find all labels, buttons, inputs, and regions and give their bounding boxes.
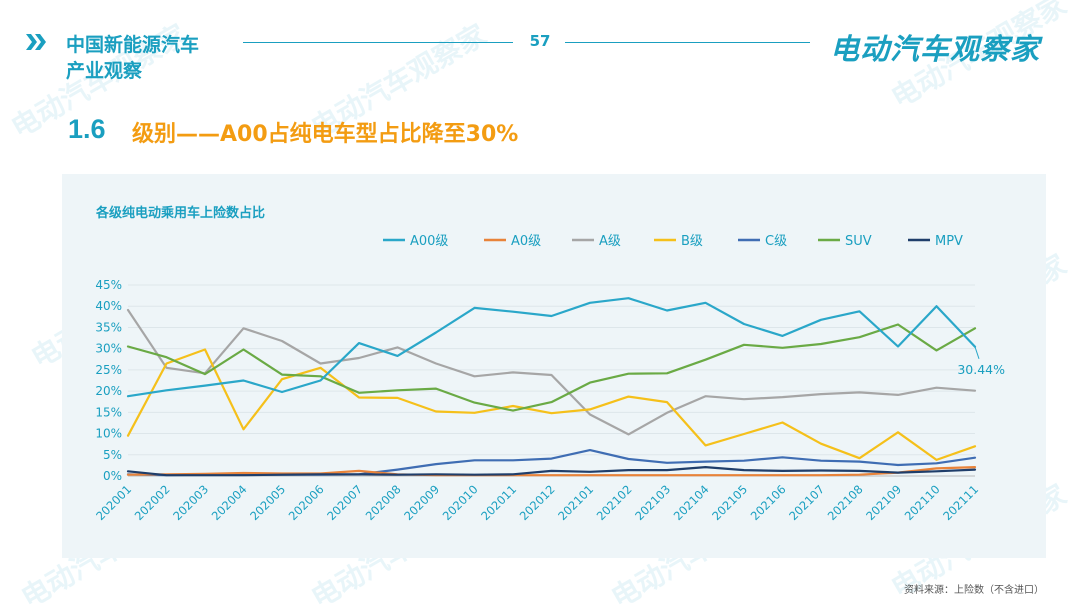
- x-tick-label: 202008: [363, 482, 404, 523]
- page-number: 57: [529, 32, 551, 50]
- x-tick-label: 202104: [671, 482, 712, 523]
- annotation-label: 30.44%: [957, 362, 1005, 377]
- x-tick-label: 202006: [286, 482, 327, 523]
- x-tick-label: 202102: [594, 482, 635, 523]
- x-tick-label: 202001: [93, 482, 134, 523]
- y-tick-label: 5%: [103, 448, 122, 462]
- x-tick-label: 202103: [632, 482, 673, 523]
- x-tick-label: 202105: [709, 482, 750, 523]
- header-title: 中国新能源汽车 产业观察: [66, 32, 199, 84]
- x-tick-label: 202011: [478, 482, 519, 523]
- series-line-MPV: [126, 466, 977, 477]
- y-tick-label: 45%: [95, 278, 122, 292]
- x-tick-label: 202108: [825, 482, 866, 523]
- x-tick-label: 202111: [940, 482, 981, 523]
- legend-label: C级: [765, 234, 787, 249]
- x-tick-label: 202010: [440, 482, 481, 523]
- y-tick-label: 40%: [95, 299, 122, 313]
- x-tick-label: 202002: [132, 482, 173, 523]
- legend-label: SUV: [845, 234, 872, 249]
- legend-label: A00级: [410, 234, 448, 249]
- y-tick-label: 10%: [95, 427, 122, 441]
- x-tick-label: 202101: [555, 482, 596, 523]
- annotation-leader: [974, 346, 980, 359]
- series-line-A0: [126, 466, 977, 477]
- series-line-SUV: [126, 323, 977, 412]
- x-tick-label: 202110: [902, 482, 943, 523]
- section-number: 1.6: [68, 114, 106, 144]
- chart-panel: [62, 174, 1046, 558]
- x-tick-label: 202005: [247, 482, 288, 523]
- x-tick-label: 202003: [170, 482, 211, 523]
- x-tick-label: 202012: [517, 482, 558, 523]
- legend-label: MPV: [935, 234, 963, 249]
- x-tick-label: 202107: [786, 482, 827, 523]
- y-tick-label: 25%: [95, 363, 122, 377]
- source-note: 资料来源：上险数（不含进口）: [904, 585, 1044, 596]
- brand-logo: 电动汽车观察家: [829, 32, 1040, 66]
- chart-title: 各级纯电动乘用车上险数占比: [96, 206, 266, 221]
- header-title-line1: 中国新能源汽车: [66, 34, 200, 56]
- x-tick-label: 202106: [748, 482, 789, 523]
- y-tick-label: 30%: [95, 342, 122, 356]
- double-chevron-icon: [26, 34, 46, 50]
- y-tick-label: 20%: [95, 384, 122, 398]
- header-divider-left: [243, 42, 513, 43]
- series-line-B: [126, 348, 977, 461]
- x-tick-label: 202004: [209, 482, 250, 523]
- legend-label: A级: [599, 234, 621, 249]
- header-divider-right: [565, 42, 810, 43]
- header-title-line2: 产业观察: [66, 60, 143, 82]
- y-tick-label: 0%: [103, 469, 122, 483]
- x-tick-label: 202007: [324, 482, 365, 523]
- legend-label: B级: [681, 234, 703, 249]
- x-tick-label: 202109: [863, 482, 904, 523]
- y-tick-label: 35%: [95, 320, 122, 334]
- x-tick-label: 202009: [401, 482, 442, 523]
- legend-label: A0级: [511, 234, 541, 249]
- y-tick-label: 15%: [95, 405, 122, 419]
- series-line-A00: [126, 297, 977, 398]
- series-line-A: [126, 308, 977, 436]
- section-title: 级别——A00占纯电车型占比降至30%: [132, 122, 519, 147]
